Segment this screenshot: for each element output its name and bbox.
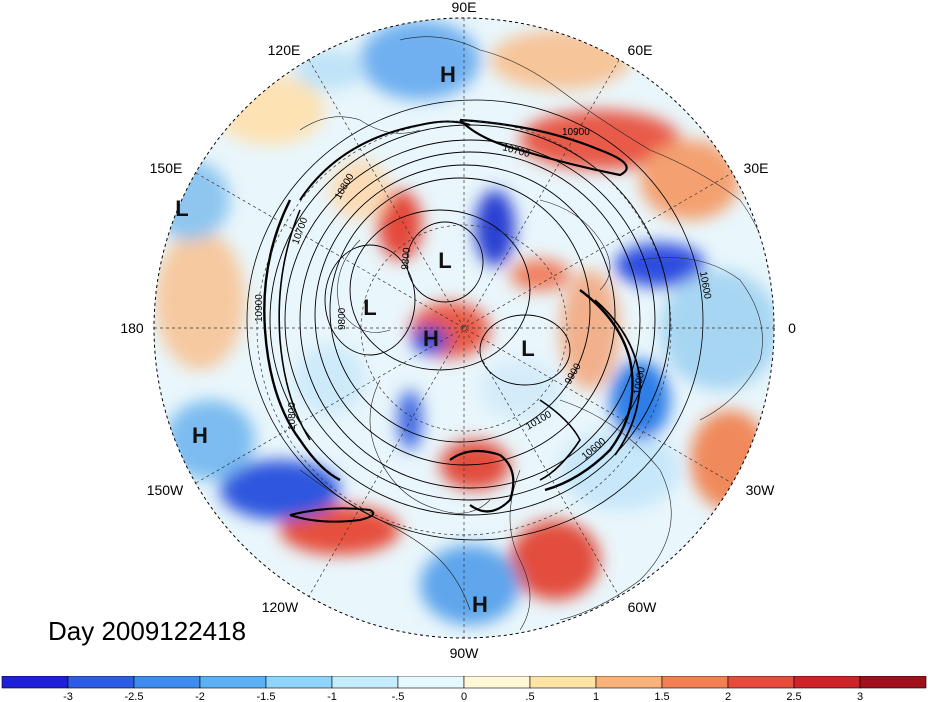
pressure-label: L <box>521 336 534 361</box>
pressure-label: H <box>192 423 208 448</box>
lon-label-0: 0 <box>788 320 796 336</box>
coastlines <box>299 36 774 631</box>
colorbar-tick-label: 3 <box>857 691 863 702</box>
pressure-label: H <box>472 592 488 617</box>
lon-label-30w: 30W <box>746 482 776 498</box>
colorbar-tick-label: -2.5 <box>125 691 144 702</box>
lon-label-150w: 150W <box>147 482 184 498</box>
colorbar-box <box>595 676 663 689</box>
colorbar-tick-label: -1.5 <box>257 691 276 702</box>
pressure-label: L <box>363 295 376 320</box>
colorbar-box <box>67 676 135 689</box>
lon-label-120e: 120E <box>268 42 301 58</box>
pressure-label: H <box>440 62 456 87</box>
colorbar-box <box>331 676 399 689</box>
contour-label: 10800 <box>287 402 298 430</box>
colorbar-box <box>661 676 729 689</box>
lon-label-60e: 60E <box>628 42 653 58</box>
contour-label: 10900 <box>562 127 590 138</box>
colorbar-box <box>133 676 201 689</box>
colorbar-box <box>397 676 465 689</box>
colorbar-tick-label: -3 <box>63 691 73 702</box>
colorbar-tick-label: 1.5 <box>654 691 669 702</box>
colorbar-boxes <box>1 676 927 689</box>
lon-label-90e: 90E <box>452 0 477 15</box>
colorbar-tick-label: -2 <box>195 691 205 702</box>
lon-label-60w: 60W <box>628 599 658 615</box>
lon-label-150e: 150E <box>150 160 183 176</box>
longitude-labels: 90E 60E 30E 0 30W 60W 90W 120W 150W 180 … <box>120 0 796 661</box>
colorbar-box <box>1 676 69 689</box>
colorbar-tick-label: 2.5 <box>786 691 801 702</box>
colorbar-tick-label: 2 <box>725 691 731 702</box>
contour-label: 10600 <box>697 271 713 301</box>
colorbar-tick-label: .5 <box>525 691 534 702</box>
map-boundary <box>153 17 775 639</box>
colorbar-box <box>859 676 927 689</box>
colorbar-tick-label: -.5 <box>392 691 405 702</box>
lon-label-120w: 120W <box>262 599 299 615</box>
colorbar-box <box>199 676 267 689</box>
contour-label: 10900 <box>254 294 265 322</box>
colorbar-tick-label: 0 <box>461 691 467 702</box>
colorbar-box <box>265 676 333 689</box>
pressure-label: H <box>423 326 439 351</box>
colorbar-box <box>727 676 795 689</box>
colorbar-tick-label: -1 <box>327 691 337 702</box>
colorbar-box <box>529 676 597 689</box>
contour-label: 9800 <box>400 247 413 271</box>
pressure-label: L <box>438 248 451 273</box>
colorbar-tick-label: 1 <box>593 691 599 702</box>
colorbar: -3 -2.5 -2 -1.5 -1 -.5 0 .5 1 1.5 2 2.5 3 <box>1 676 927 702</box>
lon-label-30e: 30E <box>744 160 769 176</box>
pressure-center-labels: H L L L H L H H <box>175 62 534 617</box>
contour-label: 10900 <box>632 366 648 396</box>
day-title: Day 2009122418 <box>48 616 247 646</box>
colorbar-box <box>463 676 531 689</box>
contour-label: 9800 <box>337 307 348 330</box>
colorbar-ticks: -3 -2.5 -2 -1.5 -1 -.5 0 .5 1 1.5 2 2.5 3 <box>63 691 863 702</box>
anomaly-field <box>154 18 774 638</box>
lon-label-180: 180 <box>120 320 144 336</box>
colorbar-box <box>793 676 861 689</box>
lon-label-90w: 90W <box>450 645 480 661</box>
pressure-label: L <box>175 196 188 221</box>
